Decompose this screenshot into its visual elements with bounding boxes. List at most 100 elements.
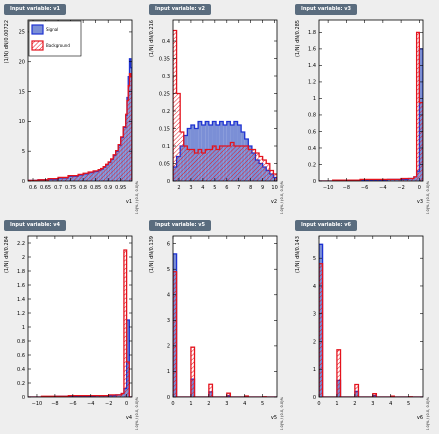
x-tick-label: −10 xyxy=(32,401,43,407)
background-bar xyxy=(237,146,242,181)
y-tick-label: 0.1 xyxy=(162,144,170,150)
x-tick-label: 5 xyxy=(261,401,264,407)
background-bar xyxy=(230,142,234,181)
background-bar xyxy=(126,100,129,181)
x-tick-label: 7 xyxy=(237,185,240,191)
y-tick-label: 0.6 xyxy=(17,353,25,359)
y-tick-label: 2.2 xyxy=(17,241,25,247)
x-tick-label: 0.9 xyxy=(104,185,112,191)
y-tick-label: 0.05 xyxy=(159,161,170,167)
x-tick-label: 3 xyxy=(189,185,192,191)
y-tick-label: 0.15 xyxy=(159,126,170,132)
x-tick-label: −4 xyxy=(87,401,94,407)
chart-panel-v4: Input variable: v4 −10 −8 −6 −4 −2 0 0 0.2 0.4 0.… xyxy=(4,220,144,430)
y-tick-label: 0.2 xyxy=(308,162,316,168)
background-bar xyxy=(183,146,188,181)
background-bar xyxy=(212,146,217,181)
y-tick-label: 2 xyxy=(22,255,25,261)
panel-header-v4[interactable]: Input variable: v4 xyxy=(4,220,67,231)
panel-header-v3[interactable]: Input variable: v3 xyxy=(295,4,358,15)
background-bar xyxy=(121,393,124,397)
x-tick-label: 0.85 xyxy=(90,185,101,191)
background-bar xyxy=(401,178,409,181)
plot-area xyxy=(319,236,423,397)
overflow-label: U/O-flow (S,B): (0.0, 0.0)% / (0.0, 0.0)… xyxy=(135,396,139,430)
y-tick-label: 6 xyxy=(167,241,170,247)
legend-signal-swatch xyxy=(31,24,44,35)
plot-frame xyxy=(27,19,133,182)
background-bar xyxy=(115,394,122,397)
y-tick-label: 0.2 xyxy=(17,381,25,387)
overflow-label: U/O-flow (S,B): (0.0, 0.0)% / (0.0, 0.0)… xyxy=(280,180,284,214)
plot-frame xyxy=(318,19,424,182)
panel-header-v1[interactable]: Input variable: v1 xyxy=(4,4,67,15)
y-tick-label: 3 xyxy=(313,312,316,318)
chart-panel-v1: Input variable: v1 0.6 0.65 0.7 0.75 0.8 0.85… xyxy=(4,4,144,214)
x-tick-label: 2 xyxy=(177,185,180,191)
background-bar xyxy=(108,161,111,181)
background-bar xyxy=(273,174,277,181)
background-bar xyxy=(98,169,101,181)
y-tick-label: 5 xyxy=(22,149,25,155)
background-bar xyxy=(68,395,82,397)
histogram-chart-v5: 0 1 2 3 4 5 0 1 2 3 4 5 6 v5 (1/N) dN/0.139 U/O-flow (S… xyxy=(149,235,284,430)
background-bar xyxy=(205,149,209,181)
y-axis-label: (1/N) dN/0.285 xyxy=(295,20,301,57)
background-bar xyxy=(120,136,124,181)
histogram-chart-v4: −10 −8 −6 −4 −2 0 0 0.2 0.4 0.6 0.8 1 1.2 1.4 1.6 1.8 2 2… xyxy=(4,235,139,430)
y-tick-label: 1.4 xyxy=(308,63,316,69)
panel-header-v5[interactable]: Input variable: v5 xyxy=(149,220,212,231)
background-bar xyxy=(123,126,126,181)
overflow-label: U/O-flow (S,B): (0.0, 0.0)% / (0.0, 0.0)… xyxy=(426,180,430,214)
y-tick-label: 4 xyxy=(167,293,170,299)
y-tick-label: 0.4 xyxy=(308,146,316,152)
x-tick-label: 10 xyxy=(271,185,277,191)
background-bar xyxy=(81,395,96,397)
y-tick-label: 1 xyxy=(167,369,170,375)
plot-area xyxy=(173,236,277,397)
plot-area xyxy=(28,236,132,397)
background-bar xyxy=(88,172,94,181)
y-tick-label: 0 xyxy=(313,179,316,185)
x-tick-label: 2 xyxy=(353,401,356,407)
panel-header-v6[interactable]: Input variable: v6 xyxy=(295,220,358,231)
y-tick-label: 1 xyxy=(22,325,25,331)
y-tick-label: 5 xyxy=(167,267,170,273)
legend: Signal Background xyxy=(28,20,82,57)
x-tick-label: 8 xyxy=(249,185,252,191)
background-bar xyxy=(266,163,270,181)
y-tick-label: 1.6 xyxy=(308,47,316,53)
background-bar xyxy=(187,149,191,181)
x-tick-label: 9 xyxy=(261,185,264,191)
x-tick-label: 0 xyxy=(171,401,174,407)
plot-area xyxy=(319,20,423,181)
y-tick-label: 1.2 xyxy=(308,80,316,86)
background-bar xyxy=(336,349,341,397)
x-tick-label: −2 xyxy=(105,401,112,407)
x-tick-label: −2 xyxy=(397,185,404,191)
x-axis-label: v5 xyxy=(271,415,277,421)
background-bar xyxy=(419,102,423,181)
plot-frame xyxy=(172,235,278,398)
background-bar xyxy=(387,179,402,181)
x-tick-label: 0.65 xyxy=(40,185,51,191)
x-tick-label: 5 xyxy=(407,401,410,407)
y-tick-label: 0 xyxy=(22,395,25,401)
background-bar xyxy=(241,146,245,181)
background-bar xyxy=(190,149,195,181)
background-bar xyxy=(173,271,177,397)
legend-background-label: Background xyxy=(46,43,70,48)
y-tick-label: 0.4 xyxy=(17,367,25,373)
y-tick-label: 0.8 xyxy=(308,113,316,119)
y-tick-label: 0 xyxy=(313,395,316,401)
y-tick-label: 0 xyxy=(167,395,170,401)
x-tick-label: 0.6 xyxy=(29,185,37,191)
y-axis-label: (1/N) dN/0.00722 xyxy=(4,20,10,63)
background-bar xyxy=(248,149,252,181)
panel-header-v2[interactable]: Input variable: v2 xyxy=(149,4,212,15)
background-bar xyxy=(233,146,238,181)
background-bar xyxy=(173,30,177,181)
y-tick-label: 1.2 xyxy=(17,311,25,317)
y-tick-label: 0.2 xyxy=(162,109,170,115)
histogram-chart-v6: 0 1 2 3 4 5 0 1 2 3 4 5 v6 (1/N) dN/0.143 U/O-flow (S,… xyxy=(295,235,430,430)
